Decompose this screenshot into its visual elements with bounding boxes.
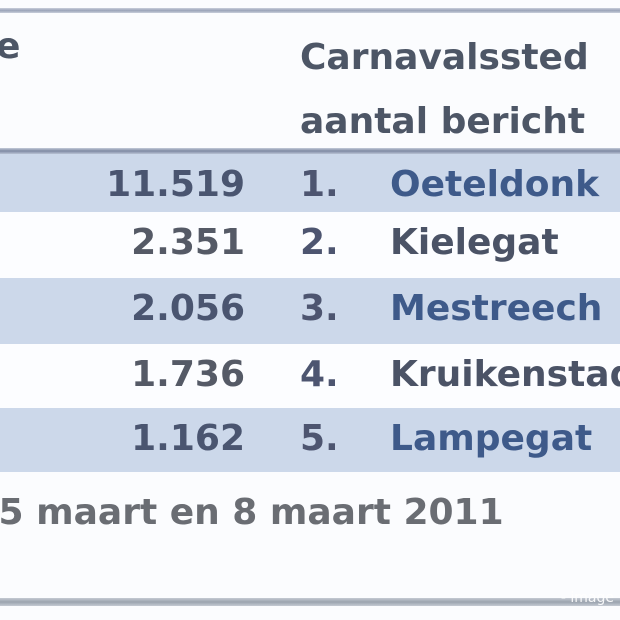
rank: 2. bbox=[300, 222, 339, 263]
city-name: Lampegat bbox=[390, 418, 593, 459]
message-count: 2.351 bbox=[131, 222, 245, 263]
header-rule bbox=[0, 148, 620, 154]
header-left-fragment: e bbox=[0, 26, 21, 67]
city-name: Kruikenstad bbox=[390, 354, 620, 395]
city-name: Oeteldonk bbox=[390, 164, 600, 205]
table-row: 2.056 3. Mestreech bbox=[0, 278, 620, 344]
rank: 3. bbox=[300, 288, 339, 329]
table-row: 2.351 2. Kielegat bbox=[0, 212, 620, 278]
column-header-line1: Carnavalssted bbox=[300, 37, 589, 78]
message-count: 1.162 bbox=[131, 418, 245, 459]
message-count: 2.056 bbox=[131, 288, 245, 329]
date-range-note: 5 maart en 8 maart 2011 bbox=[0, 492, 504, 533]
rank: 1. bbox=[300, 164, 339, 205]
city-name: Kielegat bbox=[390, 222, 559, 263]
column-header-cities: Carnavalssted aantal bericht bbox=[300, 26, 589, 154]
column-header-line2: aantal bericht bbox=[300, 101, 586, 142]
bottom-rule bbox=[0, 598, 620, 606]
table-row: 1.162 5. Lampegat bbox=[0, 408, 620, 472]
top-rule bbox=[0, 8, 620, 13]
rank: 4. bbox=[300, 354, 339, 395]
ranking-table: 11.519 1. Oeteldonk 2.351 2. Kielegat 2.… bbox=[0, 154, 620, 472]
rank: 5. bbox=[300, 418, 339, 459]
table-row: 1.736 4. Kruikenstad bbox=[0, 344, 620, 408]
table-row: 11.519 1. Oeteldonk bbox=[0, 154, 620, 212]
city-name: Mestreech bbox=[390, 288, 603, 329]
image-watermark: - image bbox=[560, 590, 614, 606]
message-count: 1.736 bbox=[131, 354, 245, 395]
message-count: 11.519 bbox=[106, 164, 245, 205]
